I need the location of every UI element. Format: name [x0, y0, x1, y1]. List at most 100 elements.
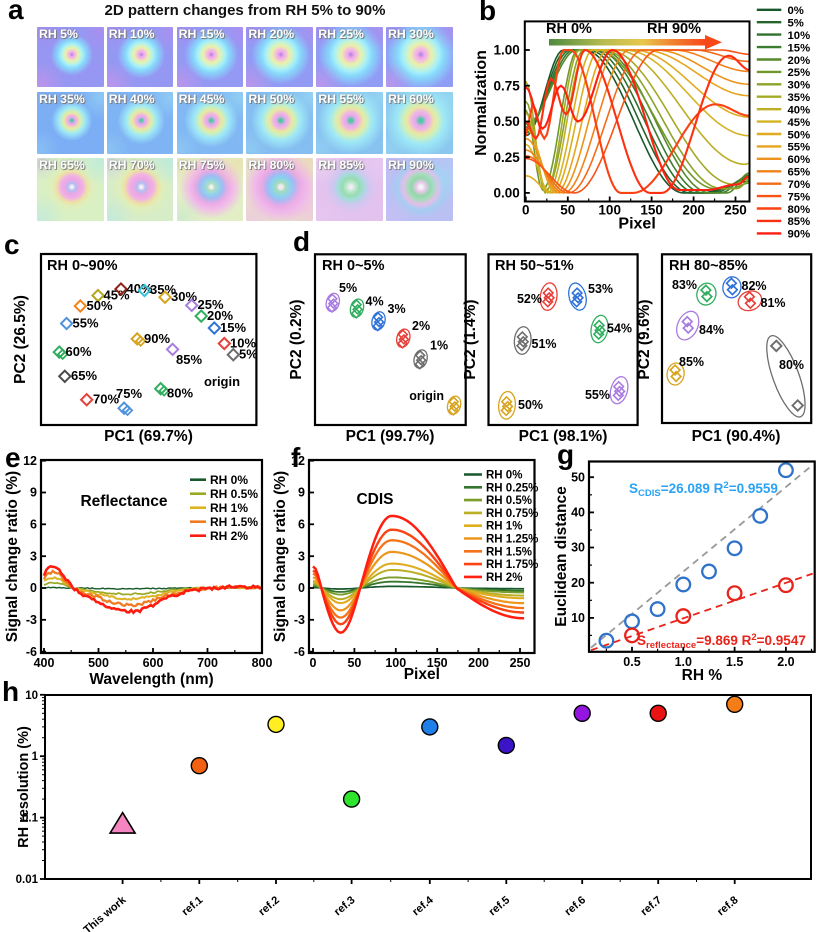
svg-text:83%: 83%	[672, 278, 697, 292]
svg-text:Pixel: Pixel	[618, 216, 655, 233]
svg-text:5%: 5%	[339, 281, 357, 295]
svg-text:1.5: 1.5	[726, 655, 743, 669]
svg-text:80%: 80%	[167, 386, 193, 401]
svg-text:1.00: 1.00	[494, 43, 520, 58]
svg-text:51%: 51%	[532, 337, 557, 351]
svg-text:RH 1.5%: RH 1.5%	[486, 546, 532, 558]
svg-text:10%: 10%	[788, 30, 811, 42]
svg-text:85%: 85%	[176, 352, 202, 367]
svg-text:1.0: 1.0	[675, 655, 692, 669]
svg-text:50%: 50%	[518, 398, 543, 412]
svg-text:-3: -3	[26, 613, 37, 627]
svg-text:2%: 2%	[412, 319, 430, 333]
svg-text:80%: 80%	[788, 204, 811, 216]
svg-text:CDIS: CDIS	[356, 491, 393, 508]
svg-text:ref.1: ref.1	[180, 894, 206, 918]
svg-text:54%: 54%	[607, 322, 632, 336]
svg-text:90%: 90%	[788, 229, 811, 241]
svg-text:3: 3	[298, 549, 305, 563]
svg-text:75%: 75%	[116, 386, 142, 401]
svg-text:5%: 5%	[788, 18, 804, 30]
svg-text:RH 0~5%: RH 0~5%	[322, 258, 385, 274]
svg-text:RH 50~51%: RH 50~51%	[495, 258, 574, 274]
svg-text:PC1 (98.1%): PC1 (98.1%)	[519, 428, 608, 445]
svg-text:600: 600	[143, 656, 164, 670]
svg-text:55%: 55%	[585, 388, 610, 402]
svg-text:RH 1.25%: RH 1.25%	[486, 534, 538, 546]
svg-text:53%: 53%	[588, 282, 613, 296]
svg-text:60%: 60%	[788, 154, 811, 166]
svg-text:PC2 (9.6%): PC2 (9.6%)	[636, 299, 653, 379]
svg-text:0.75: 0.75	[494, 78, 521, 93]
svg-text:80%: 80%	[779, 358, 804, 372]
svg-text:4%: 4%	[366, 295, 384, 309]
svg-text:82%: 82%	[742, 279, 767, 293]
svg-text:Pixel: Pixel	[404, 666, 440, 683]
svg-text:RH 1.5%: RH 1.5%	[210, 515, 258, 529]
svg-text:20%: 20%	[207, 308, 233, 323]
svg-text:origin: origin	[204, 374, 240, 389]
svg-text:PC1 (69.7%): PC1 (69.7%)	[104, 428, 193, 445]
svg-text:RH 0.5%: RH 0.5%	[210, 487, 258, 501]
svg-text:RH 0.25%: RH 0.25%	[486, 482, 538, 494]
svg-text:60%: 60%	[66, 344, 92, 359]
svg-text:0.1: 0.1	[22, 813, 39, 825]
svg-text:70%: 70%	[788, 179, 811, 191]
svg-text:RH 0.75%: RH 0.75%	[486, 508, 538, 520]
svg-text:0.01: 0.01	[16, 874, 39, 886]
svg-text:ref.3: ref.3	[332, 894, 358, 918]
svg-text:84%: 84%	[699, 323, 724, 337]
svg-text:40: 40	[571, 506, 585, 520]
svg-text:-6: -6	[294, 645, 305, 659]
svg-text:6: 6	[30, 518, 37, 532]
svg-text:0: 0	[310, 656, 317, 670]
svg-text:75%: 75%	[788, 191, 811, 203]
svg-text:90%: 90%	[144, 331, 170, 346]
svg-text:500: 500	[88, 656, 109, 670]
svg-text:12: 12	[23, 454, 37, 468]
svg-text:50: 50	[571, 471, 585, 485]
svg-text:3: 3	[30, 549, 37, 563]
svg-text:RH 80~85%: RH 80~85%	[669, 258, 748, 274]
svg-text:52%: 52%	[517, 292, 542, 306]
svg-text:20: 20	[571, 576, 585, 590]
svg-text:RH resolution (%): RH resolution (%)	[16, 726, 32, 848]
svg-text:Signal change ratio (%): Signal change ratio (%)	[272, 471, 289, 642]
svg-text:0.5: 0.5	[623, 655, 640, 669]
svg-text:RH 0%: RH 0%	[210, 473, 248, 487]
svg-text:ref.5: ref.5	[487, 894, 513, 918]
svg-text:RH 1%: RH 1%	[486, 521, 522, 533]
svg-text:0.25: 0.25	[494, 150, 521, 165]
svg-text:2.0: 2.0	[777, 655, 794, 669]
svg-text:25%: 25%	[788, 67, 811, 79]
svg-text:0.00: 0.00	[494, 186, 520, 201]
svg-text:50%: 50%	[788, 129, 811, 141]
svg-text:PC2 (0.2%): PC2 (0.2%)	[288, 299, 305, 379]
svg-text:-6: -6	[26, 645, 37, 659]
svg-text:12: 12	[291, 454, 305, 468]
svg-text:65%: 65%	[788, 167, 811, 179]
svg-text:85%: 85%	[679, 355, 704, 369]
svg-text:55%: 55%	[788, 142, 811, 154]
svg-text:200: 200	[468, 656, 489, 670]
svg-text:ref.6: ref.6	[563, 894, 589, 918]
svg-text:10: 10	[571, 611, 585, 625]
svg-text:250: 250	[510, 656, 531, 670]
svg-text:100: 100	[385, 656, 406, 670]
svg-text:PC1 (99.7%): PC1 (99.7%)	[346, 428, 435, 445]
svg-text:RH 90%: RH 90%	[647, 21, 701, 37]
svg-text:RH 1%: RH 1%	[210, 501, 248, 515]
svg-text:origin: origin	[409, 389, 444, 403]
svg-text:50: 50	[560, 203, 575, 218]
svg-text:RH 0%: RH 0%	[486, 470, 522, 482]
svg-text:-3: -3	[294, 613, 305, 627]
svg-text:Signal change ratio (%): Signal change ratio (%)	[4, 471, 21, 642]
svg-text:This work: This work	[81, 894, 129, 932]
svg-text:ref.7: ref.7	[639, 894, 665, 918]
svg-text:RH %: RH %	[682, 667, 723, 684]
svg-text:40%: 40%	[788, 105, 811, 117]
svg-text:10%: 10%	[230, 336, 256, 351]
svg-text:3%: 3%	[388, 302, 406, 316]
svg-text:Normalization: Normalization	[473, 50, 490, 156]
svg-text:50%: 50%	[87, 298, 113, 313]
